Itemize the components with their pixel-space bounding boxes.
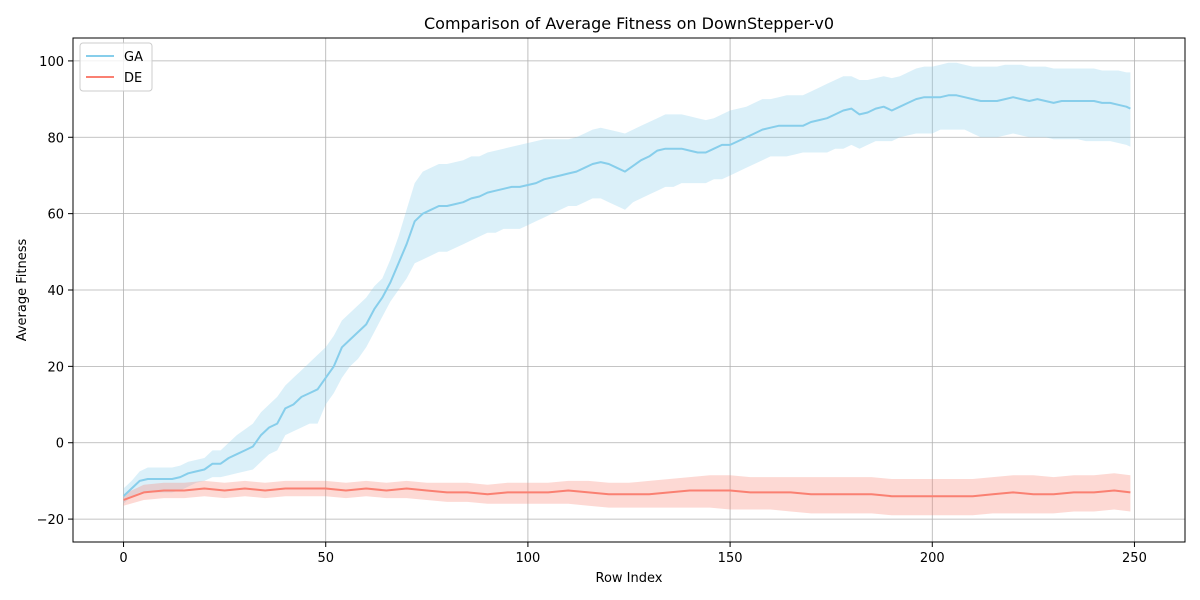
de-mean-line (123, 487, 1131, 501)
x-tick-label: 50 (317, 551, 334, 566)
x-tick-label: 100 (515, 551, 540, 566)
legend: GA DE (79, 42, 153, 92)
confidence-bands (123, 62, 1131, 516)
ga-mean-line (122, 94, 1131, 497)
x-axis-title: Row Index (596, 571, 663, 586)
x-tick-label: 150 (718, 551, 743, 566)
series-lines (122, 94, 1131, 501)
y-tick-label: 20 (47, 360, 64, 375)
y-tick-label: 100 (39, 55, 64, 70)
ga-std-band (123, 62, 1131, 504)
x-tick-label: 250 (1122, 551, 1147, 566)
y-tick-label: 0 (56, 437, 64, 452)
y-tick-label: 80 (47, 131, 64, 146)
legend-label-ga: GA (124, 50, 143, 65)
chart-title: Comparison of Average Fitness on DownSte… (424, 14, 834, 33)
y-tick-label: 60 (47, 208, 64, 223)
axis-ticks: 0 50 100 150 200 250 −20 0 20 40 60 80 100 (37, 55, 1147, 566)
legend-label-de: DE (124, 71, 142, 86)
y-tick-label: −20 (37, 513, 64, 528)
x-tick-label: 0 (119, 551, 127, 566)
y-axis-title: Average Fitness (15, 239, 30, 342)
grid-layer (73, 38, 1185, 542)
y-tick-label: 40 (47, 284, 64, 299)
x-tick-label: 200 (920, 551, 945, 566)
